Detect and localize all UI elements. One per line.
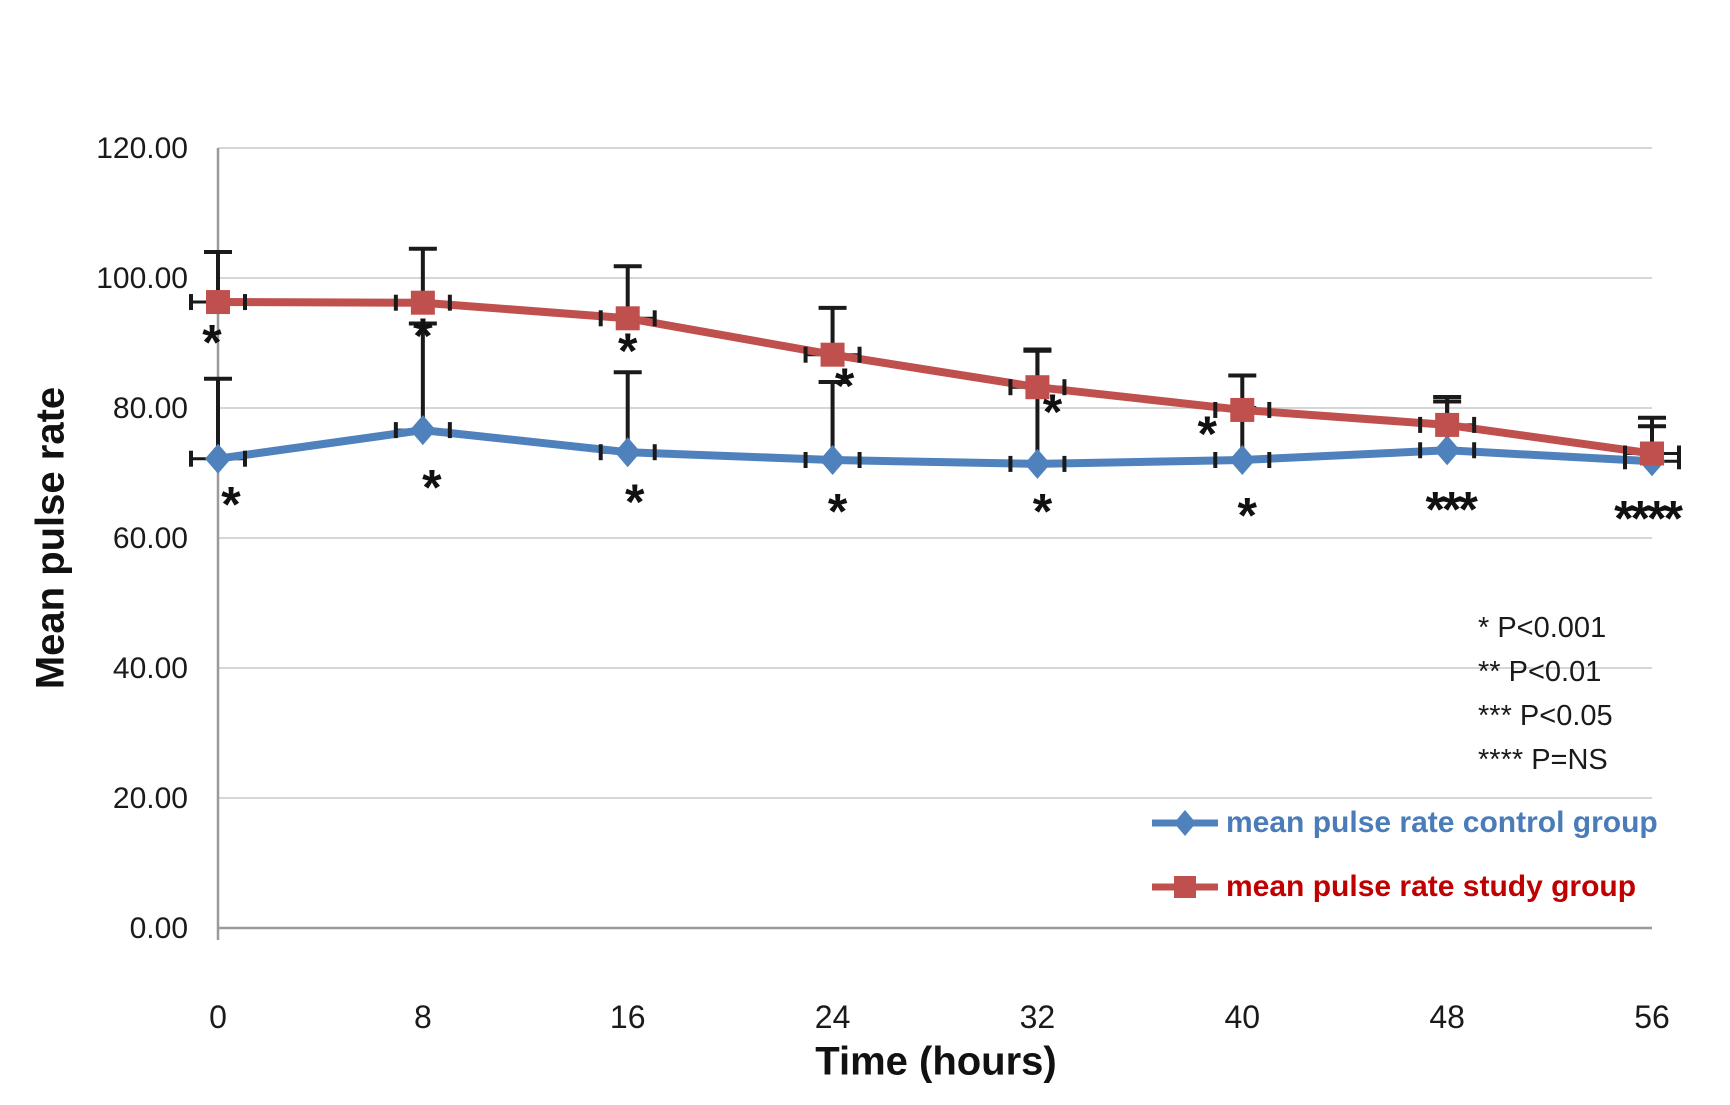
significance-mark-56h-13: ****: [1614, 491, 1683, 547]
p-value-line-2: ** P<0.01: [1478, 656, 1602, 688]
control-line-diamond-icon: [1152, 810, 1218, 836]
x-tick-label-32: 32: [1020, 999, 1056, 1035]
x-tick-label-16: 16: [610, 999, 646, 1035]
control-point-48h: [1434, 435, 1461, 466]
study-point-32h: [1025, 375, 1050, 400]
significance-mark-8h-1: *: [413, 308, 433, 364]
control-point-0h: [205, 443, 231, 474]
control-point-24h: [819, 445, 846, 475]
y-tick-label-120.00: 120.00: [96, 132, 188, 165]
significance-mark-32h-4: *: [1043, 384, 1063, 440]
study-point-16h: [615, 306, 640, 331]
x-tick-label-48: 48: [1429, 999, 1465, 1035]
y-tick-label-0.00: 0.00: [130, 912, 188, 945]
x-tick-label-0: 0: [209, 999, 227, 1035]
legend-label-study-group: mean pulse rate study group: [1226, 870, 1637, 903]
legend-item-study-group: mean pulse rate study group: [1150, 870, 1636, 904]
significance-mark-40h-11: *: [1238, 487, 1258, 543]
significance-mark-24h-3: *: [835, 358, 855, 414]
series-study: [189, 246, 1681, 466]
y-tick-label-100.00: 100.00: [96, 262, 188, 295]
significance-mark-24h-9: *: [828, 484, 848, 540]
study-line-square-icon: [1152, 876, 1218, 898]
p-value-line-3: *** P<0.05: [1478, 700, 1613, 732]
significance-mark-16h-2: *: [618, 323, 638, 379]
study-point-0h: [206, 290, 230, 315]
series-control: [189, 321, 1681, 479]
significance-mark-8h-7: *: [422, 460, 442, 516]
study-point-40h: [1230, 397, 1255, 422]
x-tick-label-56: 56: [1634, 999, 1670, 1035]
x-tick-label-40: 40: [1224, 999, 1260, 1035]
y-axis-title: Mean pulse rate: [28, 386, 73, 690]
study-line: [214, 298, 1656, 458]
legend-label-control-group: mean pulse rate control group: [1226, 806, 1658, 839]
significance-mark-40h-5: *: [1198, 406, 1218, 462]
y-tick-label-60.00: 60.00: [113, 522, 188, 555]
control-point-40h: [1229, 445, 1256, 475]
study-point-8h: [410, 290, 435, 315]
control-line: [214, 426, 1656, 468]
x-axis-title: Time (hours): [815, 1039, 1057, 1084]
p-value-line-1: * P<0.001: [1478, 612, 1607, 644]
y-tick-label-20.00: 20.00: [113, 782, 188, 815]
p-value-line-4: **** P=NS: [1478, 744, 1608, 776]
study-point-56h: [1640, 441, 1664, 466]
p-value-key: * P<0.001 ** P<0.01 *** P<0.05 **** P=NS: [1478, 606, 1613, 782]
x-tick-label-8: 8: [414, 999, 432, 1035]
legend-marker-square: [1174, 876, 1196, 898]
legend-marker-diamond: [1174, 810, 1196, 836]
y-tick-label-40.00: 40.00: [113, 652, 188, 685]
legend-item-control-group: mean pulse rate control group: [1150, 806, 1658, 840]
x-tick-label-24: 24: [815, 999, 851, 1035]
significance-mark-0h-6: *: [221, 476, 241, 532]
significance-mark-0h-0: *: [202, 315, 222, 371]
study-point-48h: [1435, 412, 1460, 437]
significance-mark-48h-12: ***: [1425, 482, 1478, 538]
control-point-8h: [409, 415, 436, 446]
y-tick-label-80.00: 80.00: [113, 392, 188, 425]
control-point-32h: [1024, 448, 1051, 479]
significance-mark-16h-8: *: [625, 474, 645, 530]
significance-mark-32h-10: *: [1033, 484, 1053, 540]
control-point-16h: [614, 437, 641, 468]
study-point-24h: [820, 342, 845, 367]
